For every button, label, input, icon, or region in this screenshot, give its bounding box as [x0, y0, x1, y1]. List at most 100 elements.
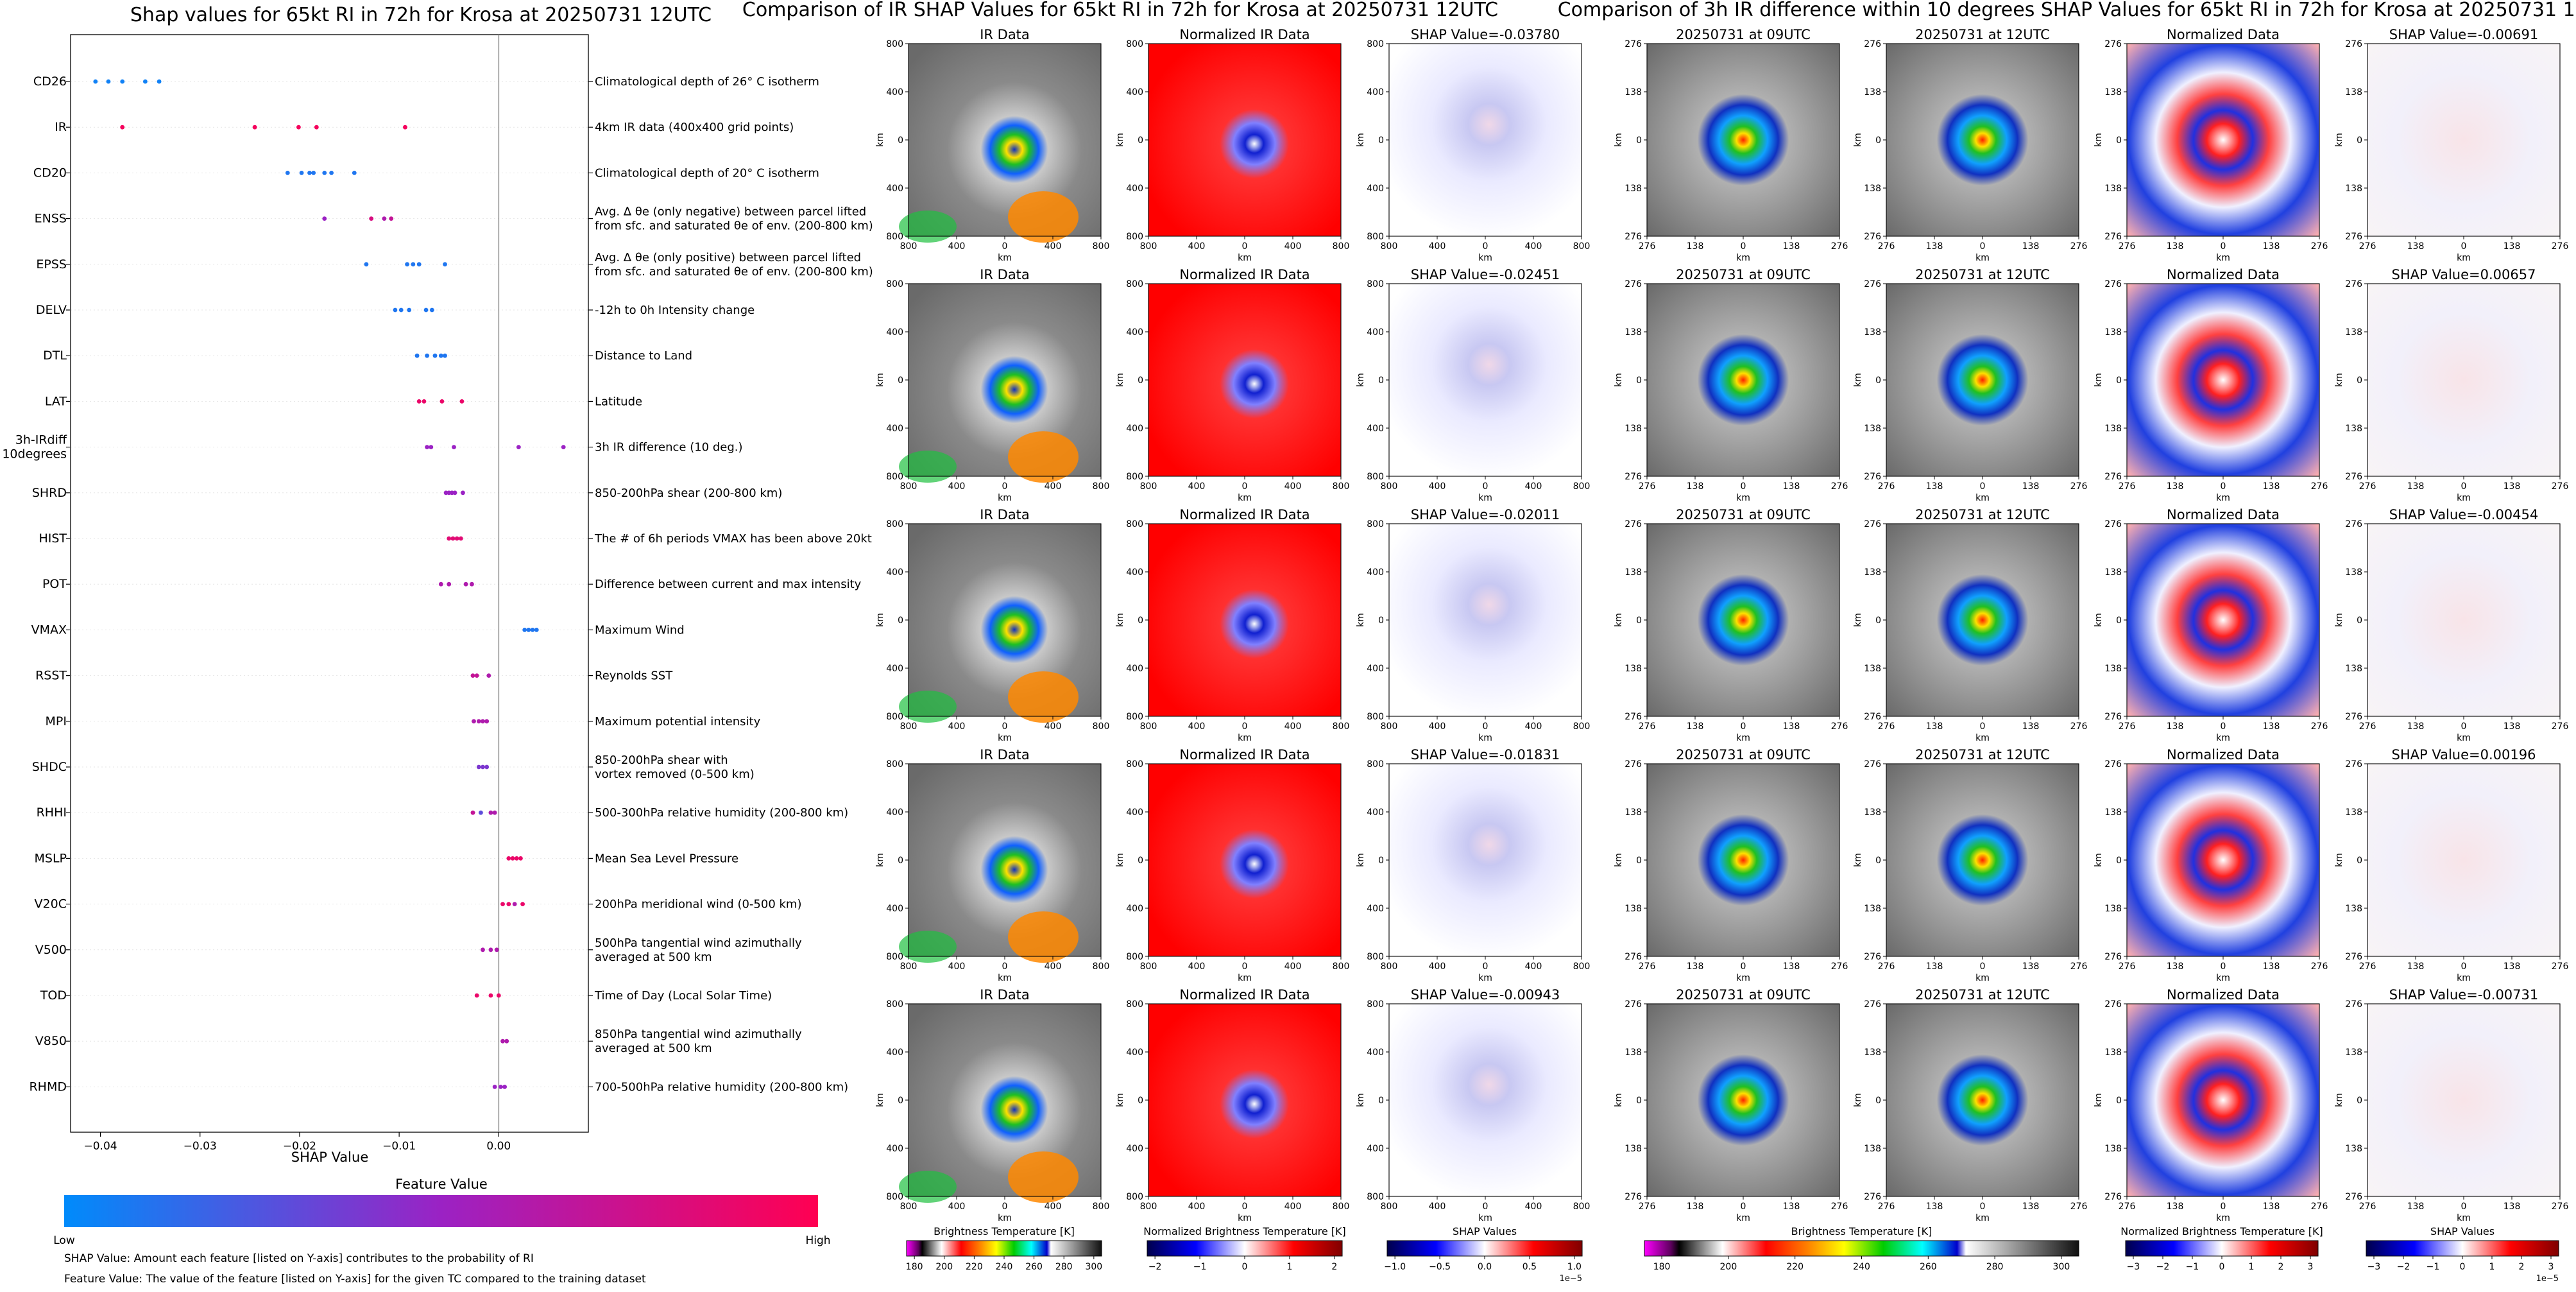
y-axis-label: km	[1853, 373, 1863, 387]
y-tick-label: 800	[1367, 999, 1384, 1010]
shap-point	[438, 581, 443, 587]
feature-description: 500-300hPa relative humidity (200-800 km…	[595, 806, 848, 820]
y-tick-label: 276	[1625, 759, 1642, 770]
colorbar-tick-label: 1	[1286, 1262, 1292, 1272]
heatmap-image	[1389, 44, 1582, 236]
shap-point	[476, 764, 481, 770]
y-tick-label: 276	[2104, 952, 2122, 962]
feature-row: POT Difference between current and max in…	[42, 577, 862, 591]
feature-description: Difference between current and max inten…	[595, 578, 862, 591]
x-tick-label: 400	[1045, 481, 1062, 492]
y-tick-label: 400	[1126, 87, 1143, 98]
y-tick-label: 0	[898, 135, 903, 146]
x-axis-label: km	[1238, 493, 1252, 503]
x-tick-label: 138	[2263, 481, 2280, 492]
feature-description: 3h IR difference (10 deg.)	[595, 441, 743, 454]
y-tick-label: 138	[1864, 1047, 1881, 1058]
y-tick-label: 0	[898, 856, 903, 866]
x-tick-label: 138	[2167, 961, 2184, 972]
y-tick-label: 0	[1636, 135, 1642, 146]
shap-point	[285, 171, 290, 175]
x-tick-label: 138	[1926, 481, 1943, 492]
x-tick-label: 0	[1980, 961, 1986, 972]
feature-description: The # of 6h periods VMAX has been above …	[594, 532, 872, 546]
x-tick-label: 138	[2407, 241, 2425, 252]
feature-name-label: DELV	[36, 303, 67, 317]
y-tick-label: 276	[1625, 279, 1642, 289]
y-tick-label: 138	[1625, 567, 1642, 578]
colorbar-tick-label: −0.5	[1429, 1262, 1451, 1272]
feature-description: 4km IR data (400x400 grid points)	[595, 121, 794, 134]
y-tick-label: 800	[1126, 519, 1143, 530]
y-tick-label: 138	[1625, 904, 1642, 914]
colorbar-tick-label: 3	[2548, 1262, 2554, 1272]
shap-point	[405, 262, 409, 267]
heatmap-image	[1389, 524, 1582, 716]
shap-point	[439, 399, 445, 404]
y-tick-label: 276	[1864, 39, 1881, 49]
x-tick-label: −0.01	[382, 1140, 416, 1153]
y-tick-label: 276	[2345, 39, 2362, 49]
panel-title: SHAP Value=-0.00454	[2389, 507, 2539, 522]
x-tick-label: 0	[1980, 481, 1986, 492]
y-tick-label: 138	[2345, 567, 2362, 578]
y-tick-label: 138	[2345, 424, 2362, 434]
x-tick-label: 400	[1284, 241, 1302, 252]
shap-point	[522, 628, 527, 632]
x-tick-label: 138	[2022, 241, 2040, 252]
y-axis-label: km	[2094, 1093, 2104, 1107]
colorbar-tick-label: 200	[1720, 1262, 1737, 1272]
x-tick-label: 0	[1980, 241, 1986, 252]
feature-row: 3h-IRdiff 10degrees 3h IR difference (10 d…	[2, 433, 742, 461]
heatmap-image	[1886, 44, 2079, 236]
panel-title: 20250731 at 12UTC	[1915, 27, 2050, 42]
x-axis-label: km	[1975, 733, 1990, 743]
colorbar-tick-label: 1.0	[1567, 1262, 1582, 1272]
y-axis-label: km	[875, 613, 885, 627]
y-axis-label: km	[1115, 853, 1125, 867]
x-tick-label: 0	[1741, 241, 1746, 252]
x-tick-label: 800	[900, 1202, 917, 1212]
feature-description: 200hPa meridional wind (0-500 km)	[595, 898, 801, 911]
heatmap-feature	[1008, 191, 1079, 243]
feature-row: LAT Latitude	[45, 394, 642, 408]
x-axis-label: km	[1736, 733, 1750, 743]
y-tick-label: 276	[1864, 519, 1881, 530]
colorbar-tick-label: 1	[2249, 1262, 2255, 1272]
y-tick-label: 138	[2104, 184, 2122, 194]
heatmap-image	[1647, 1004, 1839, 1196]
colorbar-tick-label: −3	[2367, 1262, 2381, 1272]
feature-name-label: IR	[55, 120, 67, 134]
heatmap-feature	[1008, 1151, 1079, 1203]
y-tick-label: 138	[1625, 424, 1642, 434]
x-axis-label: km	[1975, 253, 1990, 263]
y-axis-label: km	[2094, 853, 2104, 867]
y-tick-label: 276	[2104, 712, 2122, 722]
shap-point	[450, 536, 456, 541]
y-tick-label: 800	[886, 279, 903, 289]
shap-point	[459, 399, 465, 404]
x-axis-label: km	[2457, 1213, 2471, 1223]
x-tick-label: 276	[2119, 1202, 2136, 1212]
shap-point	[474, 993, 479, 998]
x-tick-label: 0	[1483, 721, 1488, 732]
y-tick-label: 276	[2345, 232, 2362, 242]
colorbar-tick-label: 240	[996, 1262, 1013, 1272]
x-axis-label: km	[2457, 253, 2471, 263]
heatmap-image	[1647, 524, 1839, 716]
y-tick-label: 138	[1625, 184, 1642, 194]
y-tick-label: 276	[1864, 232, 1881, 242]
x-tick-label: 138	[2407, 721, 2425, 732]
shap-point	[106, 79, 111, 84]
x-tick-label: 0	[1002, 481, 1008, 492]
shap-point	[488, 993, 493, 998]
shap-point	[322, 216, 327, 221]
colorbar-bar	[1147, 1240, 1343, 1257]
